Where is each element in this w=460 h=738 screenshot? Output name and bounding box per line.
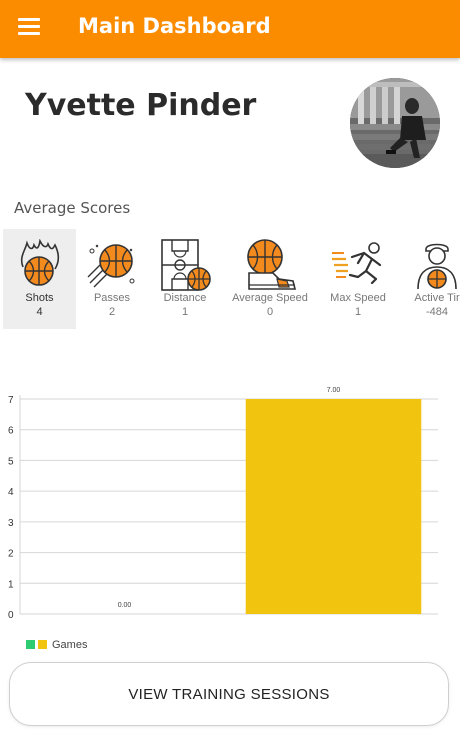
app-bar: Main Dashboard [0, 0, 460, 58]
stat-label: Distance [163, 292, 207, 304]
stat-label: Passes [93, 292, 131, 304]
y-tick-label: 3 [8, 518, 14, 529]
stat-value: 2 [108, 306, 116, 318]
stat-value: 4 [36, 306, 43, 318]
bar-value-label: 0.00 [118, 602, 132, 609]
bar [245, 399, 422, 614]
basketball-court-icon [161, 239, 211, 291]
running-player-icon [332, 242, 382, 285]
basketball-shoe-icon [247, 239, 297, 290]
profile-photo [350, 78, 440, 168]
avatar[interactable] [350, 78, 440, 168]
stat-label: Max Speed [330, 292, 386, 304]
stat-label: Active Tir [414, 292, 460, 304]
user-name: Yvette Pinder [25, 88, 257, 123]
basketball-fire-icon [20, 239, 60, 286]
stat-item-max-speed[interactable]: Max Speed 1 [326, 229, 390, 329]
stat-item-passes[interactable]: Passes 2 [80, 229, 144, 329]
basketball-pass-icon [87, 244, 135, 288]
stat-value: -484 [425, 306, 449, 318]
y-tick-label: 4 [8, 487, 14, 498]
legend-label: Games [52, 639, 88, 651]
y-tick-label: 0 [8, 610, 14, 621]
y-tick-label: 5 [8, 456, 14, 467]
page-title: Main Dashboard [78, 14, 271, 38]
average-scores-title: Average Scores [14, 199, 131, 217]
view-training-sessions-button[interactable]: VIEW TRAINING SESSIONS [9, 662, 449, 726]
hamburger-menu-icon[interactable] [18, 18, 40, 36]
stat-item-average-speed[interactable]: Average Speed 0 [229, 229, 311, 329]
stat-item-shots[interactable]: Shots 4 [3, 229, 76, 329]
stat-value: 1 [354, 306, 362, 318]
bar-value-label: 7.00 [327, 387, 341, 394]
stat-item-distance[interactable]: Distance 1 [156, 229, 214, 329]
stat-label: Average Speed [232, 292, 308, 304]
y-tick-label: 6 [8, 426, 14, 437]
stat-value: 1 [181, 306, 189, 318]
y-tick-label: 7 [8, 395, 14, 406]
legend-swatch [38, 640, 47, 649]
y-tick-label: 1 [8, 579, 14, 590]
average-scores-list: Shots 4 Passes 2 Distance 1 [0, 229, 460, 329]
games-bar-chart: 0 1 2 3 4 5 6 7 0.00 7.00 [8, 387, 438, 621]
legend-swatch [26, 640, 35, 649]
y-tick-label: 2 [8, 549, 14, 560]
stat-label: Shots [25, 292, 54, 304]
chart-legend: Games [26, 639, 87, 651]
stat-item-active-time[interactable]: Active Tir -484 [404, 229, 460, 329]
player-with-ball-icon [417, 243, 457, 290]
stat-value: 0 [266, 306, 274, 318]
